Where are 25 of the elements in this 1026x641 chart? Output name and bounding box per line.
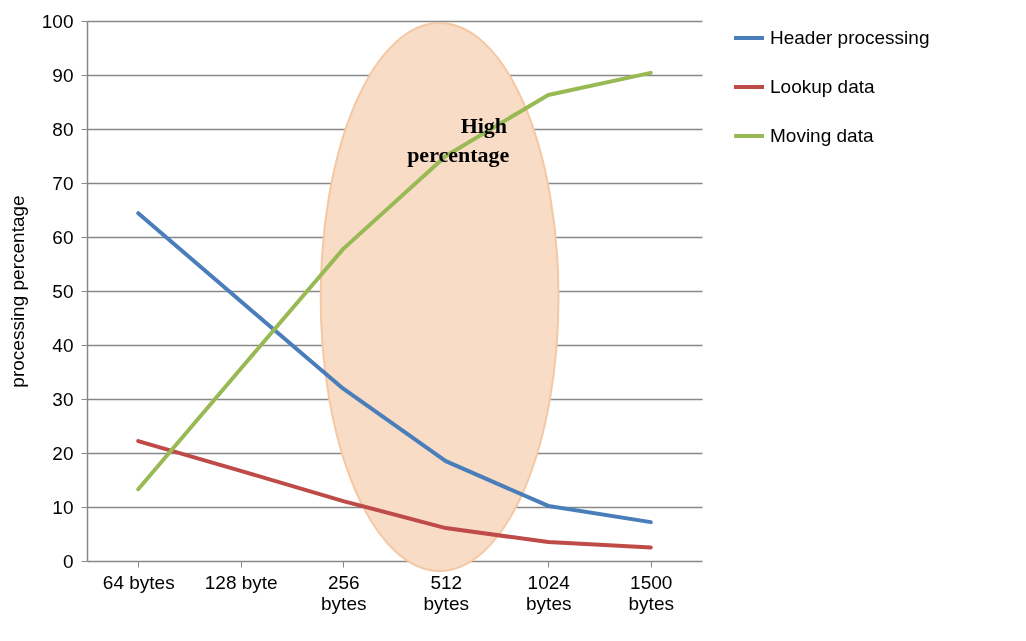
y-tick-label: 60 xyxy=(52,226,74,248)
legend-label: Moving data xyxy=(770,125,874,146)
y-tick-label: 20 xyxy=(52,442,74,464)
annotation: High percentage xyxy=(407,113,510,167)
y-tick-label: 30 xyxy=(52,388,74,410)
y-tick-label: 0 xyxy=(62,550,74,572)
line-series xyxy=(136,70,653,492)
legend-label: Header processing xyxy=(770,27,930,48)
y-tick-label: 90 xyxy=(52,64,74,86)
x-tick-label: 1500 bytes xyxy=(628,571,674,614)
x-tick-label: 256 bytes xyxy=(321,571,367,614)
legend-label: Lookup data xyxy=(770,76,876,97)
x-tick-label: 1024 bytes xyxy=(526,571,572,614)
y-tick-label: 50 xyxy=(52,280,74,302)
x-tick-label: 128 byte xyxy=(204,571,278,593)
line-series xyxy=(136,439,653,550)
y-tick-label: 70 xyxy=(52,172,74,194)
y-tick-label: 100 xyxy=(41,10,74,32)
y-tick-label: 10 xyxy=(52,496,74,518)
y-tick-label: 80 xyxy=(52,118,74,140)
y-tick-label: 40 xyxy=(52,334,74,356)
y-axis-title: processing percentage xyxy=(6,195,28,388)
x-tick-label: 512 bytes xyxy=(423,571,469,614)
x-tick-label: 64 bytes xyxy=(102,571,175,593)
line-series xyxy=(136,211,653,525)
